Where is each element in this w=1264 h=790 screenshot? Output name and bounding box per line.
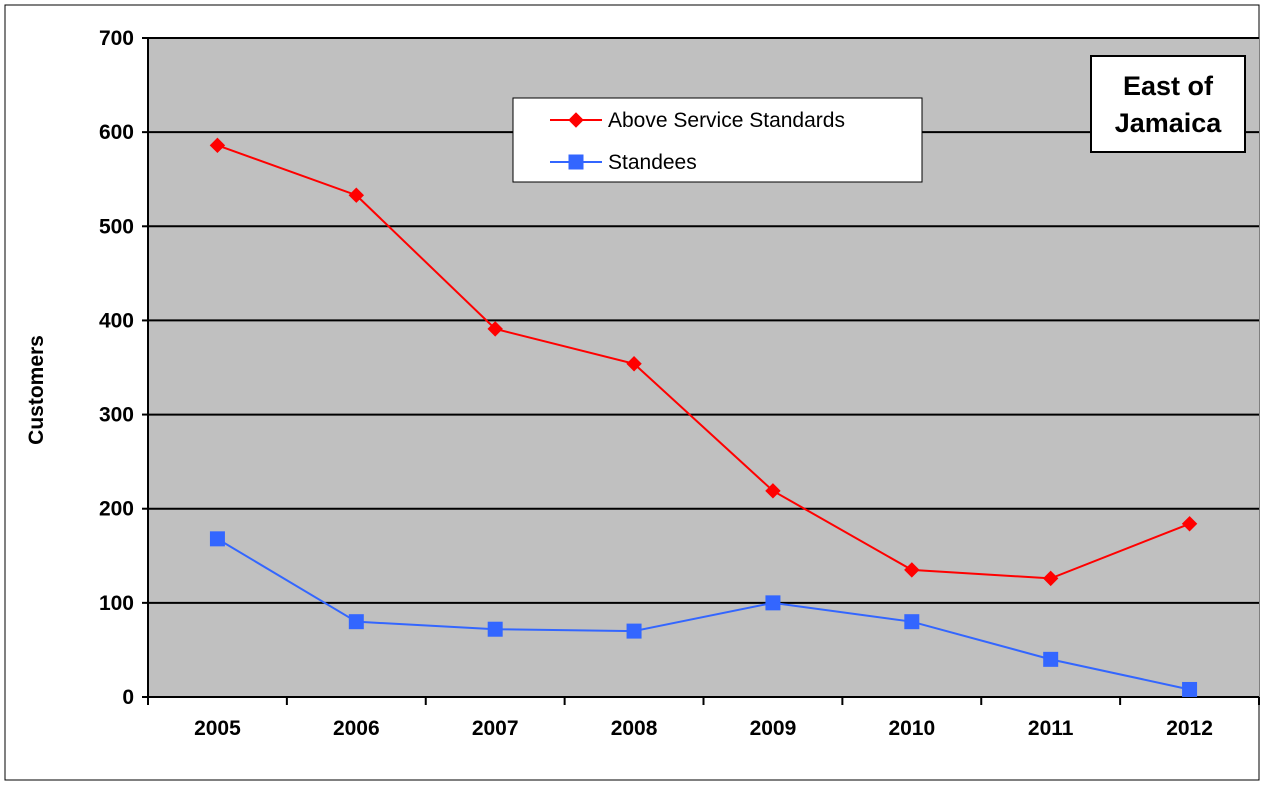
annotation-line-0: East of	[1123, 71, 1214, 101]
series-0-point-2012	[1181, 516, 1198, 532]
legend-label-1: Standees	[608, 151, 697, 174]
legend-marker-1	[568, 154, 584, 170]
series-1-point-2010	[904, 614, 920, 630]
x-tick-label-2006: 2006	[333, 717, 380, 740]
x-tick-label-2008: 2008	[611, 717, 658, 740]
series-0-point-2007	[487, 321, 503, 337]
x-tick-label-2012: 2012	[1166, 717, 1213, 740]
x-tick-label-2005: 2005	[194, 717, 241, 740]
y-tick-label-400: 400	[99, 309, 134, 332]
series-1-point-2009	[765, 595, 781, 611]
series-0	[209, 137, 1198, 587]
series-1-point-2011	[1043, 651, 1059, 667]
series-layer	[209, 137, 1198, 697]
x-tick-label-2007: 2007	[472, 717, 519, 740]
axes: 0 100 200 300 400 500 600 700 2005 2006 2007 2008 20…	[99, 27, 1260, 740]
x-tick-label-2011: 2011	[1028, 717, 1074, 740]
series-0-point-2006	[348, 187, 365, 203]
series-1-point-2012	[1182, 681, 1198, 697]
x-tick-label-2009: 2009	[750, 717, 797, 740]
series-0-point-2008	[626, 356, 642, 372]
annotation-text: East of Jamaica	[1115, 71, 1223, 138]
y-tick-label-0: 0	[122, 686, 134, 709]
y-tick-label-100: 100	[99, 592, 134, 615]
series-line-1	[216, 537, 1190, 691]
legend-label-0: Above Service Standards	[608, 109, 845, 132]
legend-marker-0	[568, 112, 584, 128]
series-1-point-2005	[209, 531, 225, 547]
region-annotation: East of Jamaica	[1090, 55, 1246, 153]
legend-item-1: Standees	[550, 151, 697, 174]
series-1-point-2006	[348, 614, 364, 630]
series-1-point-2008	[626, 623, 642, 639]
series-0-point-2010	[904, 562, 920, 578]
legend-item-0: Above Service Standards	[550, 109, 845, 132]
legend: Above Service Standards Standees	[512, 97, 923, 183]
x-tick-label-2010: 2010	[888, 717, 935, 740]
y-tick-label-600: 600	[99, 121, 134, 144]
series-1-point-2007	[487, 621, 503, 637]
series-line-0	[217, 144, 1190, 580]
series-1	[209, 531, 1198, 697]
y-tick-label-700: 700	[99, 27, 134, 50]
series-0-point-2005	[209, 137, 226, 154]
series-0-point-2009	[765, 483, 781, 499]
y-tick-label-200: 200	[99, 498, 134, 521]
series-0-point-2011	[1042, 570, 1059, 587]
y-axis-label: Customers	[25, 335, 48, 445]
annotation-line-1: Jamaica	[1115, 108, 1223, 138]
annotation-box	[1090, 55, 1246, 153]
y-tick-label-300: 300	[99, 404, 134, 427]
y-tick-label-500: 500	[99, 215, 134, 238]
